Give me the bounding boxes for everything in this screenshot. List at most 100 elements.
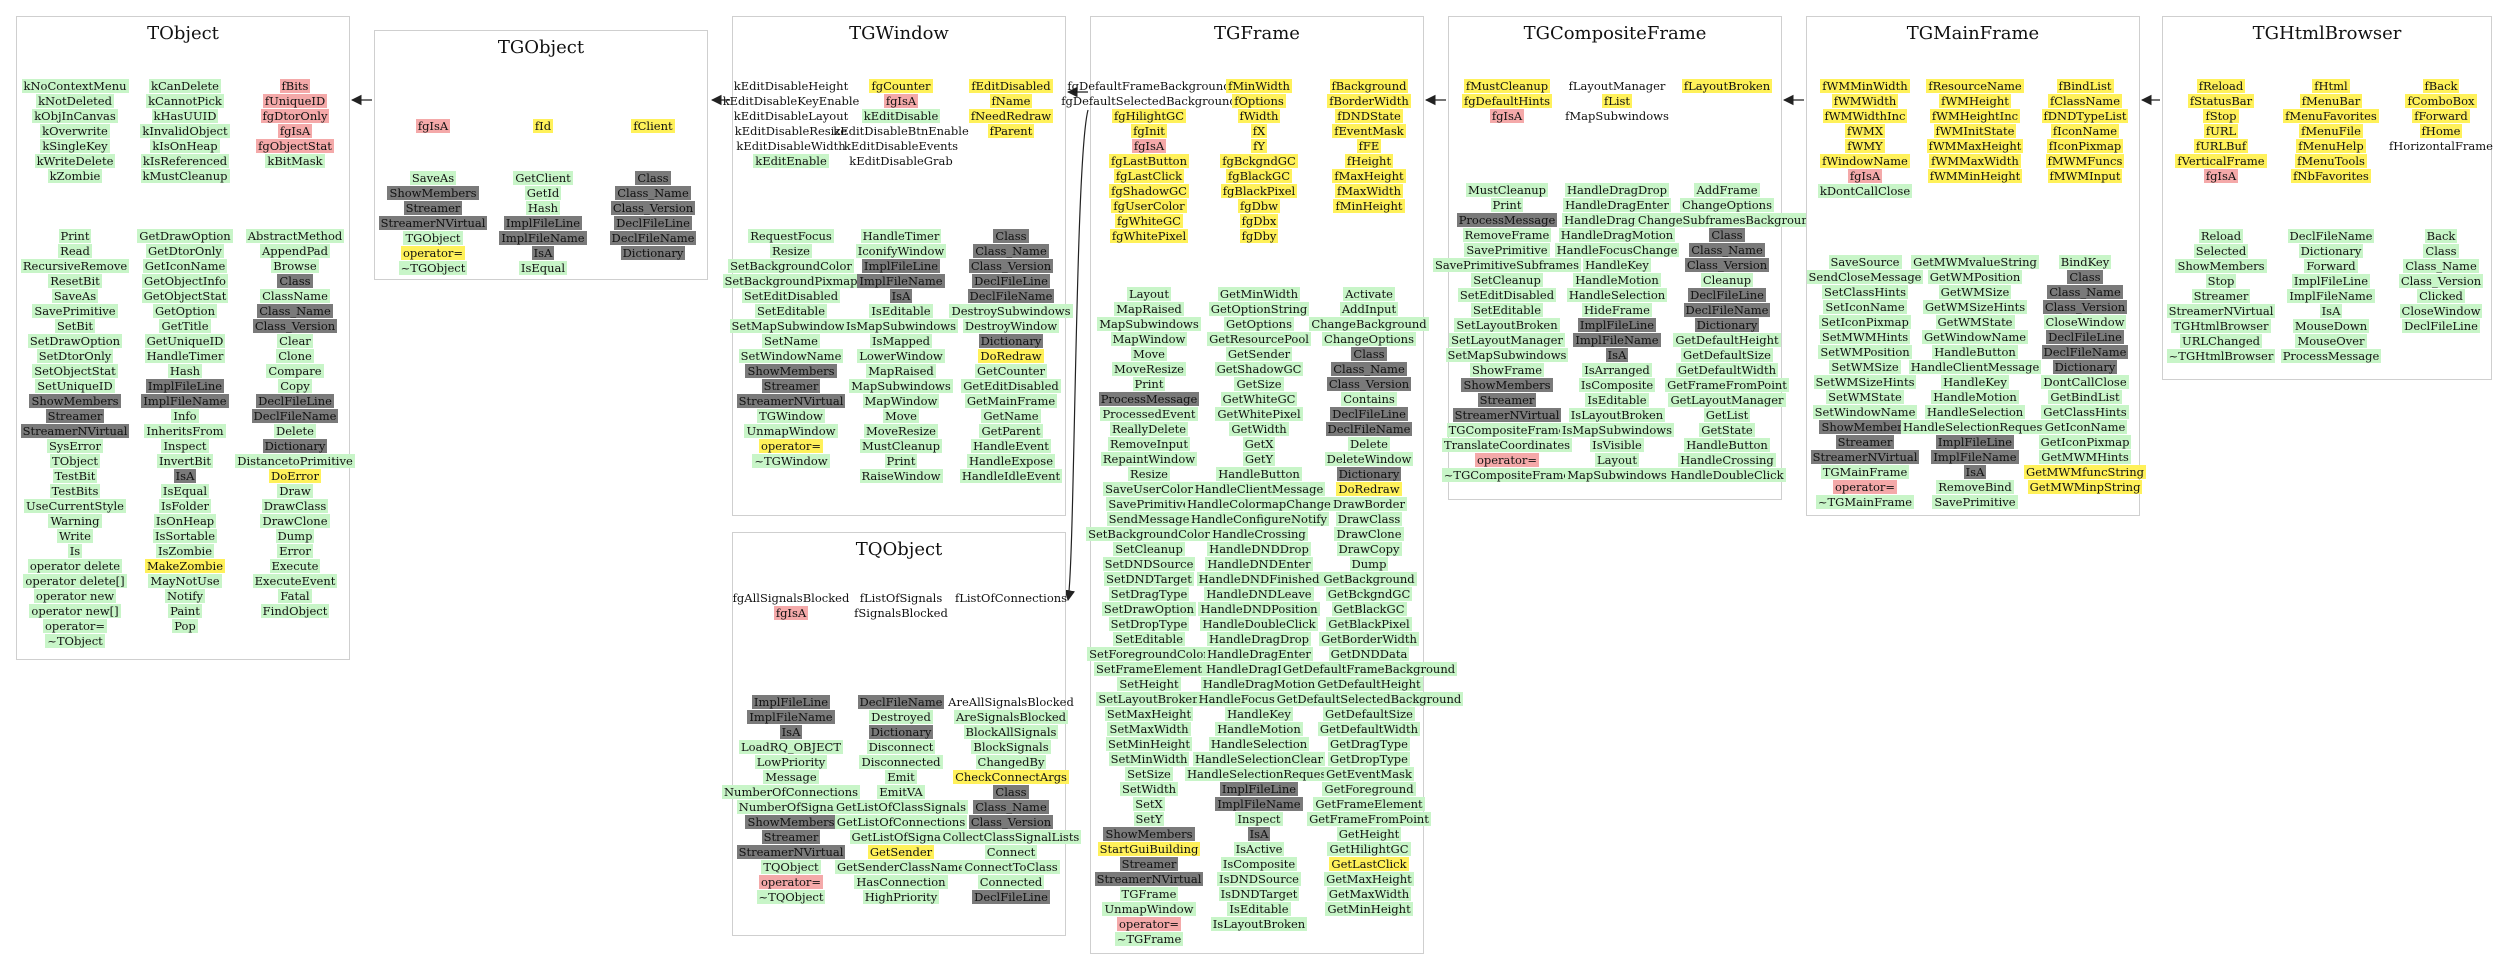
member-label: ~TGObject bbox=[398, 261, 468, 275]
member-label: Is bbox=[67, 544, 83, 558]
method: LowerWindow bbox=[857, 349, 945, 364]
data-member-group: fBits fUniqueID fgDtorOnly fgIsA fgObjectSta… bbox=[245, 79, 345, 169]
method: DeclFileLine bbox=[972, 274, 1050, 289]
method: Execute bbox=[269, 559, 321, 574]
method: GetTitle bbox=[159, 319, 211, 334]
method: DeclFileName bbox=[1325, 422, 1413, 437]
member-label: Class_Name bbox=[1689, 243, 1765, 257]
method: ~TGHtmlBrowser bbox=[2166, 349, 2276, 364]
member-label: fWidth bbox=[1237, 109, 1281, 123]
member-label: fHorizontalFrame bbox=[2389, 139, 2493, 153]
method: Class_Version bbox=[610, 201, 696, 216]
member-label: Class_Version bbox=[968, 815, 1054, 829]
method: SetDrawOption bbox=[1101, 602, 1197, 617]
member-label: HandleIdleEvent bbox=[959, 469, 1063, 483]
data-member-group: fEditDisabled fName fNeedRedraw fParent bbox=[961, 79, 1061, 139]
member-label: kMustCleanup bbox=[140, 169, 230, 183]
data-member: fSignalsBlocked bbox=[852, 606, 950, 621]
method: GetSenderClassName bbox=[834, 860, 968, 875]
member-label: fWindowName bbox=[1820, 154, 1910, 168]
member-label: HandleDragDrop bbox=[1206, 632, 1312, 646]
member-label: HandleClientMessage bbox=[1908, 360, 2042, 374]
member-label: DeclFileLine bbox=[972, 890, 1050, 904]
method: HandleDragEnter bbox=[1563, 198, 1671, 213]
member-label: GetDefaultSize bbox=[1323, 707, 1415, 721]
method: ImplFileName bbox=[499, 231, 587, 246]
method: DestroySubwindows bbox=[949, 304, 1073, 319]
method: SetDtorOnly bbox=[36, 349, 114, 364]
method: GetDrawOption bbox=[137, 229, 233, 244]
member-label: GetWhiteGC bbox=[1220, 392, 1298, 406]
method: AreSignalsBlocked bbox=[954, 710, 1068, 725]
data-member: kEditEnable bbox=[753, 154, 829, 169]
method: HandleDNDLeave bbox=[1204, 587, 1314, 602]
method: TGWindow bbox=[757, 409, 825, 424]
method: StreamerNVirtual bbox=[1810, 450, 1920, 465]
method: Dictionary bbox=[2298, 244, 2364, 259]
member-label: GetIconPixmap bbox=[2038, 435, 2132, 449]
member-label: IsA bbox=[779, 725, 803, 739]
member-label: MapSubwindows bbox=[1565, 468, 1669, 482]
member-label: fMapSubwindows bbox=[1565, 109, 1669, 123]
method: Dictionary bbox=[1694, 318, 1760, 333]
method: ExecuteEvent bbox=[252, 574, 338, 589]
member-label: fSignalsBlocked bbox=[854, 606, 948, 620]
method: IsLayoutBroken bbox=[1210, 917, 1308, 932]
member-label: ImplFileName bbox=[141, 394, 229, 408]
member-label: GetDtorOnly bbox=[146, 244, 224, 258]
data-member: fBack bbox=[2422, 79, 2460, 94]
member-label: DrawBorder bbox=[1331, 497, 1407, 511]
method: GetWMState bbox=[1935, 315, 2015, 330]
method: SetWMState bbox=[1826, 390, 1904, 405]
member-label: fBackground bbox=[1329, 79, 1409, 93]
data-member: fWMMaxWidth bbox=[1929, 154, 2021, 169]
member-label: CollectClassSignalLists bbox=[940, 830, 1082, 844]
method: Emit bbox=[885, 770, 917, 785]
member-label: operator delete[] bbox=[23, 574, 127, 588]
method: Print bbox=[1490, 198, 1524, 213]
member-label: IsEditable bbox=[1227, 902, 1291, 916]
member-label: Move bbox=[1130, 347, 1167, 361]
member-label: RecursiveRemove bbox=[20, 259, 130, 273]
method: ImplFileLine bbox=[503, 216, 583, 231]
method: Dump bbox=[275, 529, 315, 544]
data-member: fURLBuf bbox=[2193, 139, 2249, 154]
member-label: TestBits bbox=[49, 484, 101, 498]
member-label: MayNotUse bbox=[148, 574, 222, 588]
method-group: AddFrame ChangeOptions ChangeSubframesBack… bbox=[1635, 183, 1819, 483]
member-label: ProcessMessage bbox=[2280, 349, 2382, 363]
method: SetMaxHeight bbox=[1104, 707, 1194, 722]
data-member: fLayoutBroken bbox=[1681, 79, 1773, 94]
member-label: Streamer bbox=[1835, 435, 1895, 449]
member-label: Notify bbox=[164, 589, 206, 603]
method: SetWMSizeHints bbox=[1813, 375, 1917, 390]
member-label: GetHilightGC bbox=[1327, 842, 1411, 856]
member-label: SetObjectStat bbox=[32, 364, 118, 378]
member-label: fStop bbox=[2203, 109, 2239, 123]
data-member: fgCounter bbox=[869, 79, 933, 94]
member-label: fWMX bbox=[1844, 124, 1886, 138]
class-box-tqobject: TQObject fgAllSignalsBlocked fgIsA ImplFile… bbox=[721, 532, 1082, 936]
member-label: Layout bbox=[1595, 453, 1639, 467]
method-group: AreAllSignalsBlocked AreSignalsBlocked Blo… bbox=[940, 695, 1082, 905]
member-label: Class_Name bbox=[615, 186, 691, 200]
member-label: URLChanged bbox=[2180, 334, 2262, 348]
method: ~TGFrame bbox=[1114, 932, 1184, 947]
method: GetListOfSignals bbox=[849, 830, 953, 845]
method: Connect bbox=[984, 845, 1038, 860]
method: ImplFileLine bbox=[1577, 318, 1657, 333]
method-group: RequestFocus Resize SetBackgroundColor SetB… bbox=[722, 229, 860, 469]
method: Dictionary bbox=[2052, 360, 2118, 375]
method: IsA bbox=[531, 246, 555, 261]
method: HandleColormapChange bbox=[1185, 497, 1333, 512]
data-member: fMaxHeight bbox=[1332, 169, 1406, 184]
method: SetIconPixmap bbox=[1819, 315, 1911, 330]
method: MustCleanup bbox=[1465, 183, 1549, 198]
method: RemoveBind bbox=[1936, 480, 2014, 495]
method: Selected bbox=[2193, 244, 2249, 259]
method: IsFolder bbox=[158, 499, 212, 514]
member-label: GetSize bbox=[1234, 377, 1284, 391]
method: GetWhitePixel bbox=[1215, 407, 1303, 422]
method: GetDefaultWidth bbox=[1675, 363, 1779, 378]
member-label: IsLayoutBroken bbox=[1568, 408, 1666, 422]
